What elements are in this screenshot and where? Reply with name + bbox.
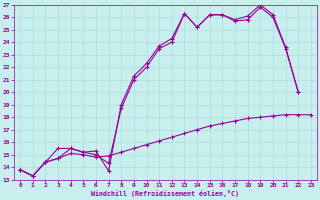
- X-axis label: Windchill (Refroidissement éolien,°C): Windchill (Refroidissement éolien,°C): [92, 190, 239, 197]
